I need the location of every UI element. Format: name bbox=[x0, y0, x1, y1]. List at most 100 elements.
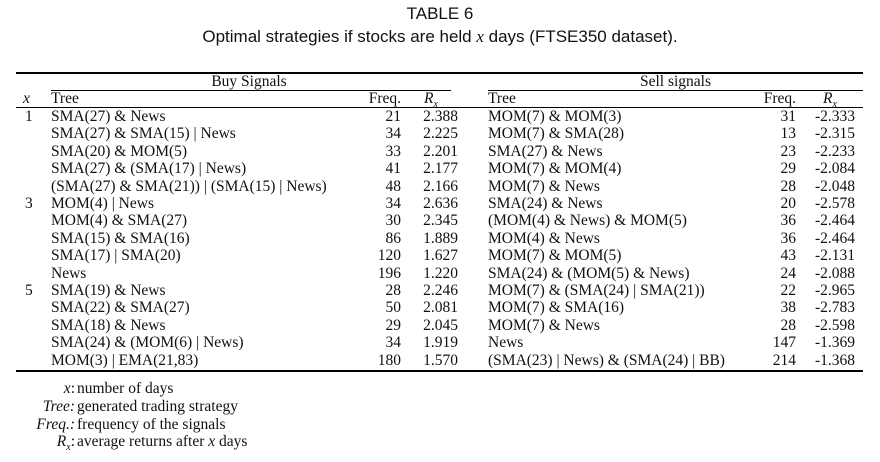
sell-freq-cell: 22 bbox=[780, 282, 797, 299]
buy-tree-cell: SMA(17) | SMA(20) bbox=[51, 247, 181, 265]
buy-group-underline bbox=[51, 90, 451, 91]
col-sell-r: Rx bbox=[823, 90, 837, 111]
col-sell-freq: Freq. bbox=[763, 90, 796, 107]
buy-freq-cell: 33 bbox=[385, 142, 402, 160]
buy-freq-cell: 34 bbox=[385, 195, 402, 212]
buy-tree-cell: SMA(27) & SMA(15) | News bbox=[51, 125, 236, 143]
buy-freq-cell: 28 bbox=[385, 282, 402, 299]
sell-freq-cell: 24 bbox=[780, 264, 797, 282]
sell-freq-cell: 23 bbox=[780, 142, 797, 160]
row-x: 5 bbox=[25, 282, 33, 299]
buy-tree-cell: SMA(27) & (SMA(17) | News) bbox=[51, 160, 247, 178]
legend-key: x: bbox=[63, 380, 75, 397]
header-rule bbox=[16, 107, 863, 108]
buy-tree-cell: News bbox=[51, 264, 87, 282]
buy-freq-cell: 21 bbox=[385, 108, 402, 125]
sell-freq-cell: 214 bbox=[772, 351, 796, 369]
sell-signals-header: Sell signals bbox=[639, 73, 712, 90]
buy-freq-cell: 34 bbox=[385, 334, 402, 352]
legend-row: Rx: average returns after x days bbox=[0, 433, 880, 453]
sell-tree-cell: MOM(7) & SMA(28) bbox=[488, 125, 625, 143]
buy-tree-cell: SMA(20) & MOM(5) bbox=[51, 142, 188, 160]
sell-freq-cell: 36 bbox=[780, 212, 797, 230]
buy-r-cell: 2.388 bbox=[423, 108, 458, 125]
sell-tree-cell: (SMA(23) | News) & (SMA(24) | BB) bbox=[488, 351, 725, 369]
sell-r-cell: -2.088 bbox=[814, 264, 855, 282]
legend-row: Tree: generated trading strategy bbox=[0, 398, 880, 416]
buy-freq-cell: 196 bbox=[377, 264, 401, 282]
legend: x: number of days Tree: generated tradin… bbox=[0, 380, 880, 455]
row-x: 1 bbox=[25, 108, 33, 125]
sell-r-cell: -2.464 bbox=[814, 212, 855, 230]
sell-freq-cell: 28 bbox=[780, 177, 797, 195]
buy-tree-cell: SMA(24) & (MOM(6) | News) bbox=[51, 334, 244, 352]
buy-r-cell: 2.636 bbox=[423, 195, 458, 212]
sell-r-cell: -2.233 bbox=[814, 142, 855, 160]
sell-tree-cell: SMA(24) & News bbox=[488, 195, 603, 212]
buy-freq-cell: 41 bbox=[385, 160, 402, 178]
sell-tree-cell: MOM(7) & MOM(5) bbox=[488, 247, 622, 265]
buy-r-cell: 2.345 bbox=[423, 212, 458, 230]
buy-tree-cell: SMA(15) & SMA(16) bbox=[51, 229, 190, 247]
buy-r-cell: 1.627 bbox=[423, 247, 458, 265]
title-text-after: days (FTSE350 dataset). bbox=[483, 27, 678, 46]
sell-r-cell: -2.783 bbox=[814, 299, 855, 317]
buy-tree-cell: MOM(4) | News bbox=[51, 195, 154, 212]
buy-freq-cell: 29 bbox=[385, 316, 402, 334]
buy-tree-cell: SMA(18) & News bbox=[51, 316, 166, 334]
buy-tree-cell: (SMA(27) & SMA(21)) | (SMA(15) | News) bbox=[51, 177, 327, 195]
buy-r-cell: 2.166 bbox=[423, 177, 458, 195]
sell-r-cell: -2.598 bbox=[814, 316, 855, 334]
legend-key: Tree: bbox=[42, 398, 75, 415]
buy-signals-header: Buy Signals bbox=[211, 73, 287, 90]
sell-freq-cell: 147 bbox=[772, 334, 796, 352]
sell-r-cell: -2.084 bbox=[814, 160, 855, 178]
legend-desc: generated trading strategy bbox=[77, 398, 238, 415]
buy-freq-cell: 30 bbox=[385, 212, 402, 230]
buy-r-cell: 2.081 bbox=[423, 299, 458, 317]
buy-tree-cell: SMA(22) & SMA(27) bbox=[51, 299, 190, 317]
sell-r-cell: -2.464 bbox=[814, 229, 855, 247]
legend-row: x: number of days bbox=[0, 380, 880, 398]
sell-group-underline bbox=[488, 90, 863, 91]
buy-r-cell: 1.889 bbox=[423, 229, 458, 247]
buy-tree-cell: SMA(19) & News bbox=[51, 282, 166, 299]
sell-freq-cell: 28 bbox=[780, 316, 797, 334]
col-buy-tree: Tree bbox=[51, 90, 79, 107]
sell-freq-cell: 31 bbox=[780, 108, 797, 125]
col-buy-r: Rx bbox=[424, 90, 438, 111]
sell-r-cell: -2.333 bbox=[814, 108, 855, 125]
sell-r-cell: -2.048 bbox=[814, 177, 855, 195]
sell-r-cell: -2.315 bbox=[814, 125, 855, 143]
buy-r-cell: 1.220 bbox=[423, 264, 458, 282]
sell-tree-cell: SMA(24) & (MOM(5) & News) bbox=[488, 264, 690, 282]
legend-key: Rx: bbox=[56, 433, 75, 454]
buy-freq-cell: 120 bbox=[377, 247, 401, 265]
buy-freq-cell: 86 bbox=[385, 229, 402, 247]
sell-tree-cell: MOM(4) & News bbox=[488, 229, 600, 247]
sell-freq-cell: 38 bbox=[780, 299, 797, 317]
sell-freq-cell: 20 bbox=[780, 195, 797, 212]
sell-r-cell: -1.368 bbox=[814, 351, 855, 369]
sell-r-cell: -1.369 bbox=[814, 334, 855, 352]
buy-r-cell: 1.919 bbox=[423, 334, 458, 352]
col-sell-tree: Tree bbox=[488, 90, 516, 107]
legend-row: Freq.: frequency of the signals bbox=[0, 416, 880, 434]
buy-freq-cell: 48 bbox=[385, 177, 402, 195]
legend-desc: average returns after x days bbox=[77, 433, 248, 450]
sell-tree-cell: News bbox=[488, 334, 524, 352]
buy-r-cell: 2.177 bbox=[423, 160, 458, 178]
sell-tree-cell: SMA(27) & News bbox=[488, 142, 603, 160]
sell-freq-cell: 43 bbox=[780, 247, 797, 265]
legend-key: Freq.: bbox=[36, 416, 75, 433]
sell-freq-cell: 36 bbox=[780, 229, 797, 247]
bottom-rule bbox=[16, 370, 863, 372]
buy-r-cell: 1.570 bbox=[423, 351, 458, 369]
sell-r-cell: -2.965 bbox=[814, 282, 855, 299]
sell-freq-cell: 13 bbox=[780, 125, 797, 143]
buy-r-cell: 2.225 bbox=[423, 125, 458, 143]
sell-tree-cell: MOM(7) & MOM(3) bbox=[488, 108, 622, 125]
legend-desc: number of days bbox=[77, 380, 174, 397]
col-x: x bbox=[23, 90, 30, 107]
legend-desc: frequency of the signals bbox=[77, 416, 226, 433]
